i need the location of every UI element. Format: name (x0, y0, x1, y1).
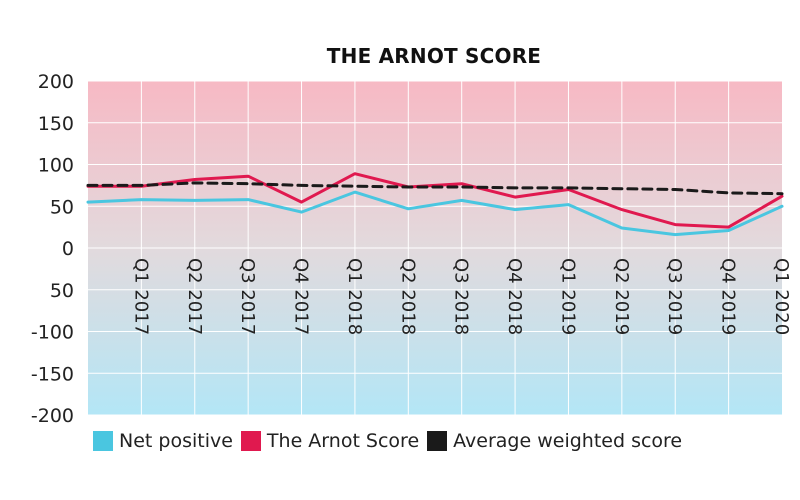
y-tick-label: 50 (50, 280, 74, 302)
series-lines (86, 172, 784, 237)
y-tick-label: 0 (62, 238, 74, 260)
x-tick-label: Q3 2017 (237, 258, 258, 335)
legend-swatch (93, 431, 113, 451)
y-tick-label: -200 (31, 405, 74, 427)
legend-label: Average weighted score (453, 430, 683, 452)
legend-label: Net positive (119, 430, 233, 452)
legend-item-average-weighted: Average weighted score (427, 430, 682, 452)
legend-label: The Arnot Score (266, 430, 420, 452)
x-tick-label: Q1 2020 (771, 258, 792, 335)
x-tick-label: Q4 2017 (291, 258, 312, 335)
y-tick-label: 200 (38, 71, 74, 93)
x-tick-label: Q1 2017 (130, 258, 151, 335)
y-tick-label: 150 (38, 113, 74, 135)
x-tick-label: Q2 2019 (611, 258, 632, 335)
legend-swatch (427, 431, 448, 451)
legend-item-arnot-score: The Arnot Score (240, 430, 420, 452)
series-line-the-arnot-score (86, 172, 784, 229)
gridlines (88, 80, 782, 416)
legend-swatch (240, 431, 261, 451)
chart-title: THE ARNOT SCORE (326, 44, 542, 68)
y-tick-label: 100 (38, 155, 74, 177)
y-axis-ticks: 200 150 100 50 0 50 -100 -150 -200 (31, 71, 74, 427)
x-tick-label: Q2 2018 (397, 258, 418, 335)
x-axis-ticks: Q1 2017 Q2 2017 Q3 2017 Q4 2017 Q1 2018 Q2 20… (130, 258, 792, 335)
series-line-net-positive (86, 190, 784, 237)
series-line-average-weighted-score (86, 181, 784, 196)
x-tick-label: Q3 2018 (451, 258, 472, 335)
x-tick-label: Q4 2019 (718, 258, 739, 335)
x-tick-label: Q2 2017 (184, 258, 205, 335)
legend: Net positive The Arnot Score Average wei… (93, 426, 690, 456)
y-tick-label: -150 (31, 363, 74, 385)
y-tick-label: -100 (31, 322, 74, 344)
x-tick-label: Q1 2018 (344, 258, 365, 335)
x-tick-label: Q1 2019 (557, 258, 578, 335)
x-tick-label: Q3 2019 (664, 258, 685, 335)
legend-item-net-positive: Net positive (93, 430, 233, 452)
y-tick-label: 50 (50, 196, 74, 218)
x-tick-label: Q4 2018 (504, 258, 525, 335)
